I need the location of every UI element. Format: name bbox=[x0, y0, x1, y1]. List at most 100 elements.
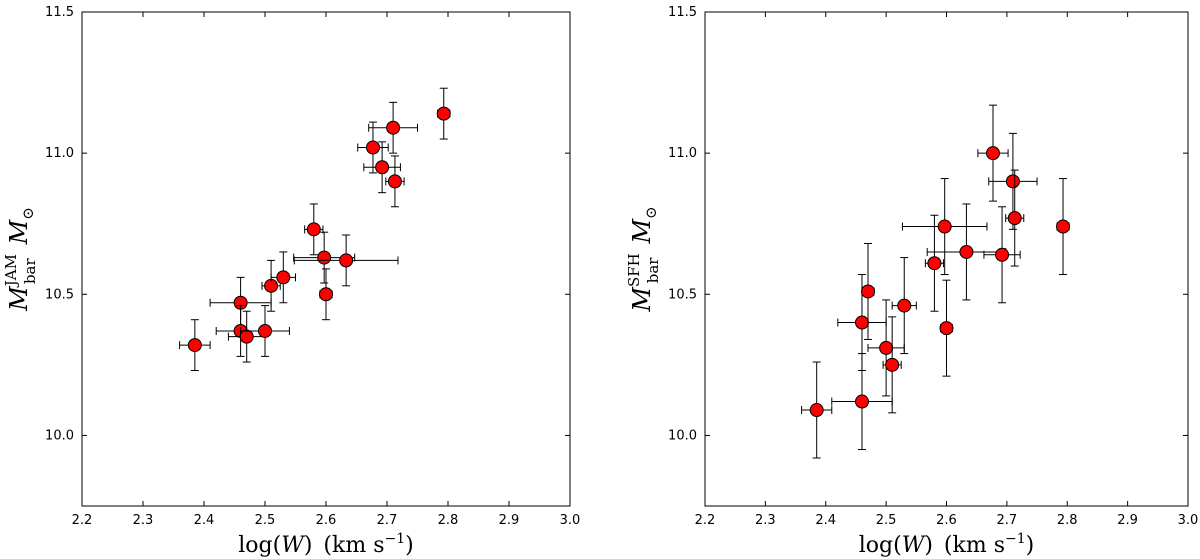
data-point bbox=[939, 279, 954, 377]
data-marker bbox=[937, 219, 952, 234]
x-label-close: ) bbox=[405, 533, 414, 558]
x-label-var: W bbox=[281, 533, 306, 558]
y-tick-label: 11.0 bbox=[45, 146, 74, 161]
data-marker bbox=[927, 256, 942, 271]
data-marker bbox=[939, 321, 954, 336]
data-marker bbox=[854, 315, 869, 330]
data-marker bbox=[809, 403, 824, 418]
x-tick-label: 3.0 bbox=[1178, 513, 1199, 528]
data-marker bbox=[436, 106, 451, 121]
plot-frame bbox=[704, 11, 1189, 507]
x-label-exp: −1 bbox=[385, 531, 406, 547]
x-tick-label: 2.6 bbox=[316, 513, 337, 528]
x-tick-label: 2.5 bbox=[876, 513, 897, 528]
data-point bbox=[901, 178, 988, 276]
x-tick-label: 2.2 bbox=[695, 513, 716, 528]
data-point bbox=[891, 257, 917, 355]
data-marker bbox=[306, 222, 321, 237]
data-point bbox=[240, 305, 290, 357]
y-tick-label: 10.5 bbox=[668, 287, 697, 302]
data-marker bbox=[879, 340, 894, 355]
data-marker bbox=[375, 160, 390, 175]
data-point bbox=[319, 268, 333, 321]
chart-panel-1: 2.2 2.3 2.4 2.5 2.6 2.7 2.8 2.9 3.0 10.0 10.5 11.0 1… bbox=[2, 5, 580, 558]
x-tick-label: 2.7 bbox=[377, 513, 398, 528]
x-axis-label: log(W) (km s−1) bbox=[238, 531, 413, 558]
data-point bbox=[1005, 169, 1025, 267]
data-point bbox=[436, 87, 451, 140]
x-label-var: W bbox=[902, 533, 927, 558]
x-label-func: log( bbox=[859, 533, 902, 558]
y-label-sub: bar bbox=[644, 257, 662, 284]
y-tick-label: 10.0 bbox=[668, 428, 697, 443]
y-tick-label: 11.5 bbox=[45, 5, 74, 20]
data-point bbox=[1056, 178, 1071, 276]
data-point bbox=[357, 121, 389, 174]
data-marker bbox=[885, 357, 900, 372]
x-tick-label: 2.7 bbox=[997, 513, 1018, 528]
y-label-main: M bbox=[5, 285, 33, 312]
data-marker bbox=[386, 120, 401, 135]
x-label-exp: −1 bbox=[1005, 531, 1026, 547]
data-point bbox=[261, 259, 281, 312]
data-marker bbox=[339, 253, 354, 268]
data-marker bbox=[276, 270, 291, 285]
y-axis-label: MSFHbarM⊙ bbox=[625, 206, 662, 312]
x-tick-label: 2.2 bbox=[72, 513, 93, 528]
y-label-unit: M bbox=[5, 218, 33, 245]
data-point bbox=[368, 101, 418, 154]
x-tick-label: 2.3 bbox=[133, 513, 154, 528]
data-marker bbox=[1007, 211, 1022, 226]
data-point bbox=[293, 234, 399, 287]
data-marker bbox=[365, 140, 380, 155]
data-marker bbox=[854, 394, 869, 409]
data-marker bbox=[239, 329, 254, 344]
data-marker bbox=[1005, 174, 1020, 189]
x-tick-label: 2.9 bbox=[499, 513, 520, 528]
x-tick-label: 2.8 bbox=[1057, 513, 1078, 528]
data-point bbox=[179, 319, 211, 372]
x-label-close: ) bbox=[1026, 533, 1035, 558]
data-point bbox=[867, 299, 905, 397]
data-point bbox=[270, 251, 296, 304]
x-tick-label: 2.4 bbox=[194, 513, 215, 528]
chart-panel-2: 2.2 2.3 2.4 2.5 2.6 2.7 2.8 2.9 3.0 10.0 10.5 11.0 1… bbox=[625, 5, 1198, 558]
y-label-main: M bbox=[628, 286, 656, 313]
data-point bbox=[983, 206, 1021, 304]
data-point bbox=[801, 361, 833, 459]
data-marker bbox=[995, 247, 1010, 262]
y-tick-label: 11.5 bbox=[668, 5, 697, 20]
data-point bbox=[861, 242, 876, 340]
data-marker bbox=[959, 244, 974, 259]
data-marker bbox=[1056, 219, 1071, 234]
data-point bbox=[926, 203, 1007, 301]
y-label-sup: SFH bbox=[625, 253, 643, 287]
x-label-func: log( bbox=[238, 533, 281, 558]
y-label-unit: M bbox=[628, 218, 656, 245]
x-axis-label: log(W) (km s−1) bbox=[859, 531, 1034, 558]
data-point bbox=[977, 104, 1009, 202]
data-point bbox=[882, 316, 902, 414]
y-axis-label: MJAMbarM⊙ bbox=[2, 207, 39, 312]
y-tick-label: 10.5 bbox=[45, 287, 74, 302]
y-tick-label: 11.0 bbox=[668, 146, 697, 161]
x-tick-label: 2.4 bbox=[815, 513, 836, 528]
y-label-unit-sub: ⊙ bbox=[19, 207, 37, 220]
x-label-unit: ) (km s bbox=[304, 533, 385, 558]
x-tick-label: 2.8 bbox=[438, 513, 459, 528]
data-marker bbox=[897, 298, 912, 313]
data-point bbox=[227, 310, 266, 363]
x-tick-label: 2.9 bbox=[1117, 513, 1138, 528]
x-tick-label: 2.3 bbox=[755, 513, 776, 528]
data-marker bbox=[387, 174, 402, 189]
x-label-unit: ) (km s bbox=[924, 533, 1005, 558]
data-marker bbox=[319, 287, 333, 302]
data-marker bbox=[985, 146, 1000, 161]
data-point bbox=[304, 203, 324, 256]
x-tick-label: 3.0 bbox=[560, 513, 581, 528]
data-marker bbox=[861, 284, 876, 299]
data-point bbox=[363, 141, 401, 194]
x-tick-label: 2.5 bbox=[255, 513, 276, 528]
y-label-sup: JAM bbox=[2, 254, 20, 288]
data-marker bbox=[258, 323, 272, 338]
